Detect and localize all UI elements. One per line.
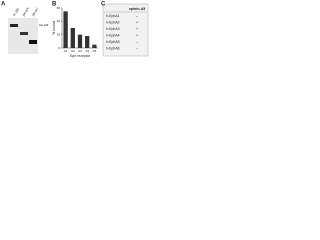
- panel-label: B: [52, 2, 57, 8]
- blot-membrane: [8, 18, 38, 54]
- x-tick-label: A3: [78, 49, 82, 53]
- lane-label: βIII-ΔC: [31, 6, 40, 17]
- bar: [92, 44, 97, 48]
- x-tick-label: A5: [93, 49, 97, 53]
- x-axis-title: Eph receptor: [70, 54, 91, 58]
- blot-band: [29, 40, 37, 44]
- figure: A B C FL-βIII βIII-ΔN βIII-ΔC HA-βIII 0 20 40 60 % …: [0, 0, 150, 59]
- table-cell: –: [136, 46, 138, 50]
- table-cell: h-EphA5: [106, 40, 120, 44]
- y-axis-title: % bound: [52, 21, 56, 35]
- table-cell: +: [136, 33, 138, 37]
- bar: [70, 28, 75, 48]
- table-cell: +: [136, 27, 138, 31]
- bar: [63, 11, 68, 49]
- blot-band: [20, 32, 28, 35]
- y-tick-label: 20: [57, 32, 61, 36]
- lane-label: βIII-ΔN: [22, 7, 30, 17]
- x-tick-label: A1: [64, 49, 68, 53]
- y-tick-label: 0: [58, 46, 60, 50]
- y-tick-label: 60: [57, 6, 61, 10]
- blot-band: [10, 24, 18, 27]
- table-cell: h-EphA3: [106, 27, 120, 31]
- table-cell: –: [136, 14, 138, 18]
- table-cell: +: [136, 20, 138, 24]
- panel-label: A: [1, 2, 6, 8]
- page: A B C FL-βIII βIII-ΔN βIII-ΔC HA-βIII 0 20 40 60 % …: [0, 0, 320, 59]
- table-cell: h-EphA4: [106, 33, 120, 37]
- table-cell: h-EphA6: [106, 46, 120, 50]
- table-header: ephrin-A5: [129, 7, 145, 11]
- x-tick-label: A4: [85, 49, 89, 53]
- table-cell: h-EphA1: [106, 14, 120, 18]
- bar: [77, 34, 83, 48]
- table-frame: [102, 3, 149, 57]
- x-tick-label: A2: [71, 49, 75, 53]
- table-cell: h-EphA2: [106, 20, 120, 24]
- y-tick-label: 40: [57, 19, 61, 23]
- bar: [85, 36, 90, 48]
- panel-label: C: [101, 2, 106, 8]
- blot-marker: HA-βIII: [39, 23, 49, 27]
- table-cell: –: [136, 40, 138, 44]
- lane-label: FL-βIII: [12, 7, 20, 17]
